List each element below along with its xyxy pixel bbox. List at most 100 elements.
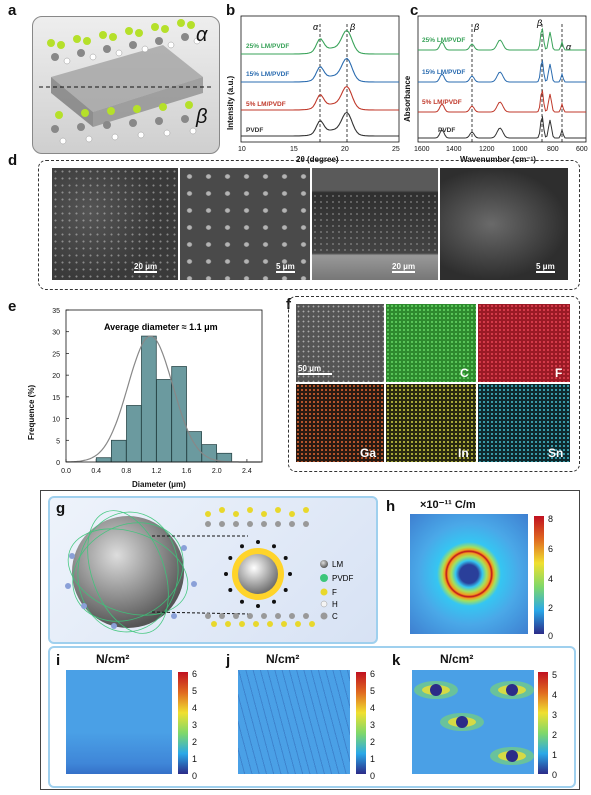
bond-marker: [240, 544, 244, 549]
hydrogen-atom: [59, 137, 67, 145]
bond-marker: [240, 599, 244, 604]
bond-marker: [272, 544, 276, 549]
j-colorbar-ticks: 6 5 4 3 2 1 0: [370, 669, 375, 780]
sem-image-2: [180, 168, 310, 280]
panel-d-label: d: [8, 152, 18, 169]
eds-label-sn: Sn: [548, 446, 564, 460]
carbon-atom: [219, 613, 225, 619]
fluorine-atom: [205, 511, 211, 517]
carbon-atom: [219, 521, 225, 527]
hydrogen-atom: [193, 37, 201, 45]
fluorine-atom: [177, 19, 185, 27]
fluorine-atom: [81, 109, 89, 117]
legend-pvdf: PVDF: [332, 574, 353, 583]
carbon-atom: [129, 41, 137, 49]
carbon-atom: [155, 117, 163, 125]
histogram-bar: [126, 405, 142, 463]
carbon-atom: [247, 521, 253, 527]
ion-marker: [69, 553, 75, 559]
fluorine-atom: [133, 105, 141, 113]
histo-xtick: 0.0: [61, 468, 71, 475]
stress-map-lm-small: [238, 670, 350, 774]
fluorine-atom: [109, 33, 117, 41]
carbon-atom: [51, 125, 59, 133]
legend-c: C: [332, 612, 338, 621]
fluorine-atom: [47, 39, 55, 47]
eds-map-c: [386, 304, 476, 382]
svg-text:2: 2: [370, 737, 375, 747]
fluorine-atom: [83, 37, 91, 45]
k-colorbar-ticks: 5 4 3 2 1 0: [552, 670, 557, 780]
ftir-series-pvdf: PVDF: [438, 127, 455, 134]
carbon-atom: [205, 613, 211, 619]
sem-scale-4: 5 μm: [536, 262, 555, 273]
svg-text:6: 6: [192, 669, 197, 679]
panel-e-label: e: [8, 298, 17, 315]
carbon-atom: [303, 521, 309, 527]
histo-xlabel: Diameter (μm): [132, 480, 186, 489]
lm-droplet: [506, 750, 518, 762]
ftir-xtick: 1600: [414, 146, 430, 153]
bond-marker: [288, 572, 292, 576]
stress-map-pvdf: [66, 670, 172, 774]
svg-text:4: 4: [552, 690, 557, 700]
xrd-ylabel: Intensity (a.u.): [226, 75, 235, 130]
stress-maps-box: [48, 646, 576, 788]
carbon-atom: [303, 613, 309, 619]
carbon-atom: [261, 521, 267, 527]
diameter-histogram: Frequence (%) 0 5 10 15 20 25 30 35 0.0 0.4 0.8 1.…: [27, 308, 263, 489]
svg-text:0: 0: [548, 631, 553, 640]
ftir-series-15: 15% LM/PVDF: [422, 69, 465, 76]
i-colorbar: [178, 672, 188, 774]
stress-map-lm-large: [412, 670, 534, 774]
ftir-series-5: 5% LM/PVDF: [422, 99, 462, 106]
histogram-bar: [186, 431, 203, 463]
fluorine-atom: [151, 23, 159, 31]
i-colorbar-ticks: 6 5 4 3 2 1 0: [192, 669, 197, 780]
fluorine-atom: [225, 621, 231, 627]
fluorine-atom: [267, 621, 273, 627]
carbon-atom: [181, 115, 189, 123]
xrd-curve-2: [241, 85, 399, 111]
simulation-frame: [40, 490, 580, 790]
fluorine-atom: [233, 511, 239, 517]
carbon-atom: [129, 119, 137, 127]
ftir-xtick: 1000: [512, 146, 528, 153]
xrd-series-5: 5% LM/PVDF: [246, 101, 286, 108]
panel-k-label: k: [392, 652, 401, 669]
panel-h-label: h: [386, 498, 396, 515]
hydrogen-atom: [89, 53, 97, 61]
bond-marker: [272, 599, 276, 604]
legend-f: F: [332, 588, 337, 597]
histo-ytick: 5: [56, 438, 60, 445]
ftir-ylabel: Absorbance: [403, 75, 412, 122]
ftir-curve-3: [418, 115, 586, 139]
ion-marker: [181, 545, 187, 551]
sem-image-1: [52, 168, 178, 280]
xrd-xtick: 10: [238, 146, 246, 153]
ion-marker: [191, 581, 197, 587]
pvdf-chain-illustration: [32, 16, 220, 154]
carbon-atom: [275, 521, 281, 527]
bond-marker: [228, 556, 233, 560]
svg-text:2: 2: [192, 737, 197, 747]
panel-k-unit: N/cm²: [440, 652, 474, 666]
ftir-curve-0: [418, 27, 586, 51]
panel-i-unit: N/cm²: [96, 652, 130, 666]
svg-text:5: 5: [552, 670, 557, 680]
sem-image-3: [312, 168, 438, 280]
fluorine-atom: [125, 27, 133, 35]
ftir-xlabel: Wavenumber (cm⁻¹): [460, 155, 536, 164]
histo-ytick: 30: [52, 330, 60, 337]
svg-text:8: 8: [548, 514, 553, 524]
charge-density-map: [410, 514, 528, 634]
ftir-curve-2: [418, 89, 586, 113]
fluorine-atom: [211, 621, 217, 627]
sem-scale-1: 20 μm: [134, 262, 158, 273]
hydrogen-atom: [137, 131, 145, 139]
eds-scale: 50 μm: [298, 364, 332, 375]
bond-marker: [283, 588, 288, 592]
histo-xtick: 0.4: [91, 468, 101, 475]
carbon-atom: [289, 613, 295, 619]
bond-marker: [256, 540, 260, 544]
